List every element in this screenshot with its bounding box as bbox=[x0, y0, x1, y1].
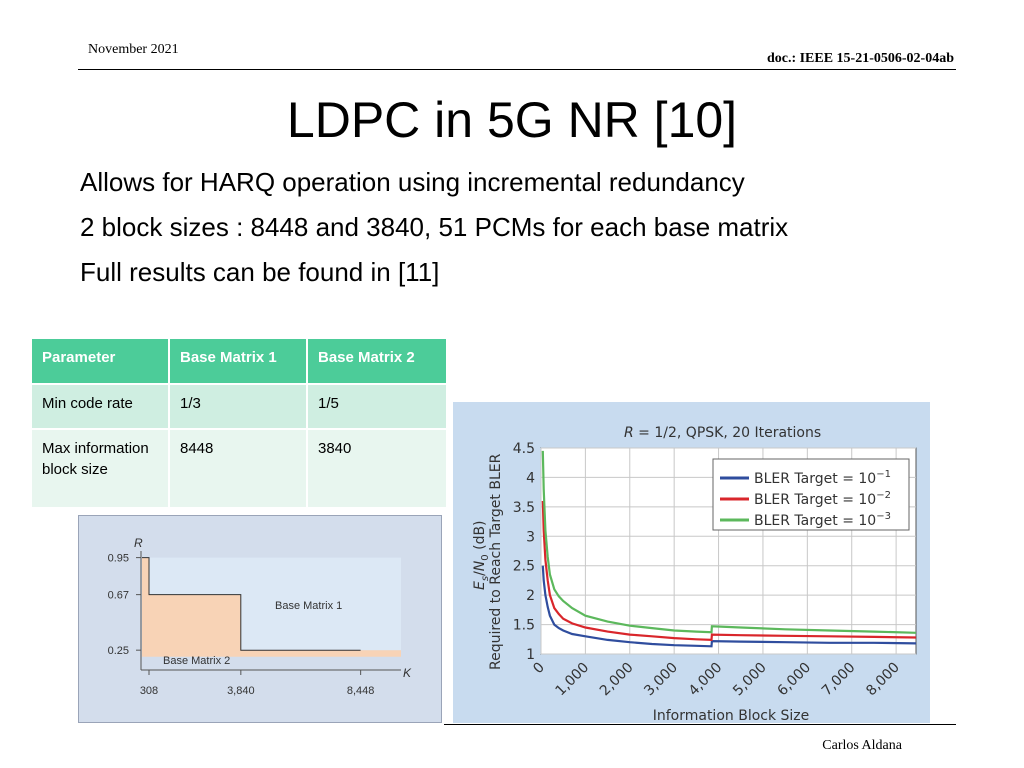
svg-text:Required to Reach Target BLER: Required to Reach Target BLER bbox=[488, 453, 504, 670]
y-tick-label: 0.95 bbox=[108, 553, 129, 565]
bullet-item: Allows for HARQ operation using incremen… bbox=[80, 167, 745, 197]
y-tick-label: 2 bbox=[526, 588, 535, 604]
region-2 bbox=[142, 557, 401, 657]
header-date: November 2021 bbox=[88, 42, 179, 57]
x-axis-label: Information Block Size bbox=[653, 708, 810, 723]
bler-figure: 1 1.5 2 2.5 3 3.5 4 4.5 0 1,000 2,000 3,000 4,000 5,… bbox=[453, 402, 930, 724]
x-tick-label: 0 bbox=[530, 660, 548, 678]
series-line-3 bbox=[541, 450, 917, 634]
table-cell: 8448 bbox=[168, 428, 308, 509]
legend: BLER Target = 10−1 BLER Target = 10−2 BL… bbox=[712, 458, 910, 531]
table-cell: 1/5 bbox=[306, 383, 448, 430]
parameter-table: Parameter Base Matrix 1 Base Matrix 2 Mi… bbox=[30, 337, 448, 509]
y-tick-label: 1 bbox=[526, 647, 535, 663]
series-line-2 bbox=[541, 500, 917, 642]
x-tick-label: 7,000 bbox=[819, 660, 859, 700]
base-matrix-chart: 0.95 0.67 0.25 308 3,840 8,448 R K Base Matri… bbox=[108, 536, 412, 697]
header-doc-id: doc.: IEEE 15-21-0506-02-04ab bbox=[766, 51, 954, 66]
table-header-cell: Parameter bbox=[30, 337, 170, 385]
y-axis-label: Es/N0 (dB) Required to Reach Target BLER bbox=[472, 453, 504, 670]
x-tick-label: 8,000 bbox=[863, 660, 903, 700]
x-tick-label: 2,000 bbox=[597, 660, 637, 700]
table-header-cell: Base Matrix 1 bbox=[168, 337, 308, 385]
footer-author: Carlos Aldana bbox=[822, 738, 902, 753]
y-axis-label: R bbox=[134, 536, 143, 550]
y-tick-label: 3.5 bbox=[513, 500, 535, 516]
y-tick-label: 2.5 bbox=[513, 559, 535, 575]
table-header-row: Parameter Base Matrix 1 Base Matrix 2 bbox=[30, 337, 448, 385]
table-cell: Min code rate bbox=[30, 383, 170, 430]
y-tick-label: 3 bbox=[526, 529, 535, 545]
y-tick-label: 0.67 bbox=[108, 590, 129, 602]
x-tick-label: 4,000 bbox=[686, 660, 726, 700]
bullet-item: Full results can be found in [11] bbox=[80, 257, 440, 287]
bler-chart: 1 1.5 2 2.5 3 3.5 4 4.5 0 1,000 2,000 3,000 4,000 5,… bbox=[472, 425, 917, 724]
legend-label: BLER Target = 10−2 bbox=[754, 490, 891, 508]
table-row: Min code rate 1/3 1/5 bbox=[30, 383, 448, 430]
header-rule bbox=[78, 69, 956, 70]
x-tick-label: 8,448 bbox=[347, 685, 375, 697]
table-cell: 3840 bbox=[306, 428, 448, 509]
region-label-bm2: Base Matrix 2 bbox=[163, 655, 230, 667]
table-cell: 1/3 bbox=[168, 383, 308, 430]
y-tick-label: 4 bbox=[526, 470, 535, 486]
table-header-cell: Base Matrix 2 bbox=[306, 337, 448, 385]
x-tick-label: 3,000 bbox=[641, 660, 681, 700]
region-label-bm1: Base Matrix 1 bbox=[275, 600, 342, 612]
footer-rule bbox=[444, 724, 956, 725]
x-tick-label: 1,000 bbox=[553, 660, 593, 700]
chart-title: R = 1/2, QPSK, 20 Iterations bbox=[624, 425, 821, 441]
x-tick-label: 6,000 bbox=[774, 660, 814, 700]
svg-text:Es/N0 (dB): Es/N0 (dB) bbox=[472, 520, 491, 590]
rate-boundary-line bbox=[142, 557, 361, 651]
x-tick-label: 308 bbox=[140, 685, 158, 697]
series-line-1 bbox=[541, 565, 917, 648]
x-axis-label: K bbox=[403, 666, 412, 680]
bullet-item: 2 block sizes : 8448 and 3840, 51 PCMs f… bbox=[80, 212, 789, 242]
table-row: Max information block size 8448 3840 bbox=[30, 428, 448, 509]
bullet-list: Allows for HARQ operation using incremen… bbox=[80, 160, 788, 295]
slide-title: LDPC in 5G NR [10] bbox=[286, 92, 738, 148]
legend-label: BLER Target = 10−3 bbox=[754, 511, 891, 529]
x-tick-label: 3,840 bbox=[227, 685, 255, 697]
region-1 bbox=[149, 557, 401, 651]
y-tick-label: 4.5 bbox=[513, 441, 535, 457]
table-cell: Max information block size bbox=[30, 428, 170, 509]
y-tick-label: 0.25 bbox=[108, 645, 129, 657]
y-tick-label: 1.5 bbox=[513, 618, 535, 634]
base-matrix-figure: 0.95 0.67 0.25 308 3,840 8,448 R K Base Matri… bbox=[78, 515, 442, 723]
x-tick-label: 5,000 bbox=[730, 660, 770, 700]
legend-label: BLER Target = 10−1 bbox=[754, 469, 891, 487]
legend-box bbox=[712, 458, 910, 531]
